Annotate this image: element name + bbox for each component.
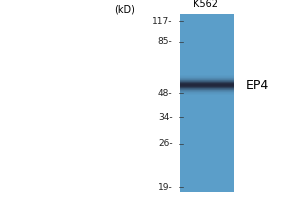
- Bar: [180, 86, 234, 87]
- Bar: [180, 78, 234, 79]
- Bar: [180, 93, 234, 94]
- Bar: [180, 92, 234, 93]
- Bar: [180, 83, 234, 84]
- Bar: [180, 90, 234, 91]
- Bar: [180, 80, 234, 81]
- Bar: [180, 89, 234, 90]
- Bar: [180, 91, 234, 92]
- Bar: [180, 14, 234, 192]
- Text: 48-: 48-: [158, 88, 172, 98]
- Text: (kD): (kD): [114, 5, 135, 15]
- Text: 26-: 26-: [158, 140, 172, 148]
- Text: 85-: 85-: [158, 38, 172, 46]
- Text: EP4: EP4: [246, 79, 269, 92]
- Bar: [180, 75, 234, 76]
- Bar: [180, 85, 234, 86]
- Text: 117-: 117-: [152, 17, 172, 25]
- Text: 19-: 19-: [158, 182, 172, 192]
- Bar: [180, 82, 234, 83]
- Bar: [180, 76, 234, 77]
- Bar: [180, 81, 234, 82]
- Bar: [180, 87, 234, 88]
- Bar: [180, 84, 234, 85]
- Bar: [180, 94, 234, 95]
- Bar: [180, 88, 234, 89]
- Bar: [180, 79, 234, 80]
- Bar: [180, 77, 234, 78]
- Text: K562: K562: [193, 0, 218, 9]
- Text: 34-: 34-: [158, 112, 172, 121]
